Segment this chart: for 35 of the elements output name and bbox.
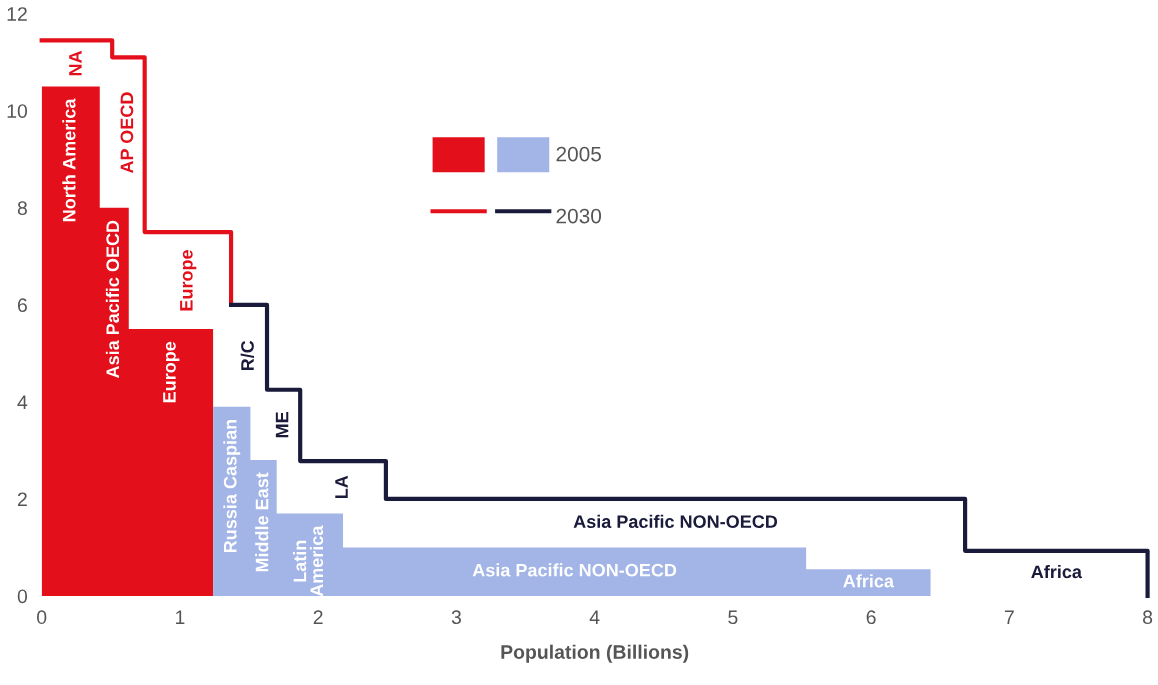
x-tick-label: 0 <box>37 610 47 625</box>
legend-label: 2005 <box>556 146 601 162</box>
x-tick-label: 5 <box>728 610 738 625</box>
annotation: Asia Pacific OECD <box>105 220 120 379</box>
x-tick-label: 2 <box>313 610 323 624</box>
y-tick-label: 4 <box>17 395 28 409</box>
annotation: LA <box>335 475 348 499</box>
y-tick-label: 10 <box>7 104 28 118</box>
annotation: Africa <box>843 574 895 588</box>
annotation: Asia Pacific NON-OECD <box>472 563 677 577</box>
y-tick-label: 8 <box>17 201 27 216</box>
annotation: NA <box>69 50 82 76</box>
annotation: ME <box>275 412 289 438</box>
x-tick-label: 6 <box>866 610 876 625</box>
x-tick-label: 8 <box>1143 610 1153 625</box>
y-tick-label: 12 <box>7 7 27 21</box>
annotation: Africa <box>1031 564 1083 579</box>
y-tick-label: 2 <box>17 492 27 506</box>
x-axis-title: Population (Billions) <box>501 644 689 663</box>
legend-label: 2030 <box>556 208 602 224</box>
annotation: AP OECD <box>120 92 134 174</box>
x-tick-label: 1 <box>176 610 185 624</box>
y-tick-label: 6 <box>17 298 27 313</box>
annotation: Russia Caspian <box>223 419 241 553</box>
annotation: Europe <box>163 341 180 403</box>
x-tick-label: 3 <box>451 610 461 625</box>
annotation: Asia Pacific NON-OECD <box>573 514 778 529</box>
x-tick-label: 4 <box>589 610 600 624</box>
annotation: Middle East <box>255 472 269 572</box>
annotation: R/C <box>240 340 255 371</box>
annotation: Latin America <box>293 525 324 597</box>
y-tick-label: 0 <box>17 589 28 604</box>
annotation: North America <box>62 98 76 222</box>
annotation: Europe <box>180 250 197 311</box>
x-tick-label: 7 <box>1004 610 1014 624</box>
